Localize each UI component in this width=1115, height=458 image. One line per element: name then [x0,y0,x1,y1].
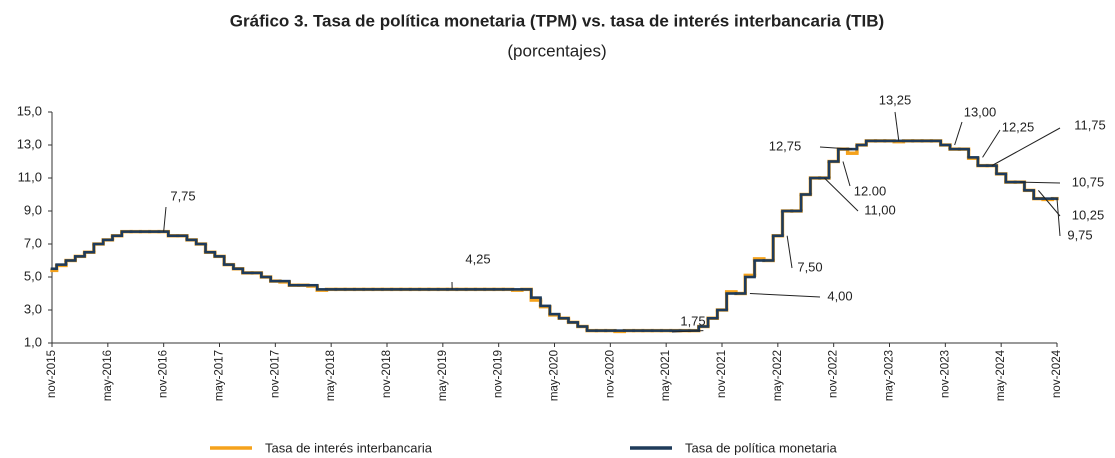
step-riser [55,140,1036,331]
x-tick-label: nov-2016 [158,350,170,398]
chart-title: Gráfico 3. Tasa de política monetaria (T… [230,11,884,30]
annotation: 13,00 [964,104,997,119]
annotation-leader [894,111,900,141]
y-tick-label: 3,0 [24,301,42,316]
annotation: 11,75 [1074,117,1106,132]
x-tick-label: nov-2022 [828,350,840,398]
annotation-leader [819,146,853,150]
annotation-leader [991,127,1061,167]
annotation: 7,50 [797,259,822,274]
y-tick-label: 15,0 [17,103,42,118]
chart-subtitle: (porcentajes) [507,41,606,60]
annotation: 7,75 [170,188,195,203]
x-tick-label: nov-2018 [381,350,393,398]
x-tick-label: nov-2017 [269,350,281,398]
annotation: 10,25 [1072,207,1105,222]
step-riser [54,140,1055,332]
annotation-leader [1019,181,1061,184]
annotation-leader [163,206,167,232]
annotation: 11,00 [864,202,896,217]
annotation: 4,00 [827,288,852,303]
x-tick-label: nov-2024 [1051,349,1063,398]
x-tick-label: may-2020 [549,350,561,401]
series [50,139,1059,334]
x-tick-label: nov-2023 [939,350,951,398]
y-tick-label: 1,0 [24,334,42,349]
annotation-leader [1056,198,1061,237]
annotation: 13,25 [879,92,912,107]
x-tick-label: nov-2021 [716,350,728,398]
annotation: 12,75 [769,138,802,153]
annotation-leader [749,293,821,298]
annotation-leader [786,235,793,269]
annotation: 4,25 [465,251,490,266]
y-tick-label: 13,0 [17,136,42,151]
series [50,139,1059,332]
annotation: 12,25 [1002,119,1035,134]
annotation: 10,75 [1072,174,1105,189]
annotation-leader [954,121,963,146]
x-tick-label: nov-2015 [46,350,58,398]
x-tick-label: may-2024 [995,349,1007,401]
x-tick-label: may-2019 [437,350,449,401]
y-tick-label: 11,0 [18,169,42,184]
legend-label: Tasa de política monetaria [685,440,838,455]
annotation: 9,75 [1067,227,1092,242]
y-tick-label: 5,0 [24,268,42,283]
annotation: 12.00 [854,183,887,198]
x-tick-label: nov-2019 [493,350,505,398]
x-tick-label: may-2016 [102,350,114,401]
x-tick-label: may-2017 [214,350,226,401]
y-tick-label: 7,0 [24,235,42,250]
y-tick-label: 9,0 [24,202,42,217]
x-tick-label: may-2018 [325,350,337,401]
x-tick-label: may-2021 [660,350,672,401]
x-tick-label: may-2022 [772,350,784,401]
annotation-leader [824,177,859,212]
annotation: 1,75 [680,313,705,328]
annotation-leader [1038,190,1061,217]
annotation-leader [671,330,704,333]
x-tick-label: nov-2020 [604,350,616,398]
legend-label: Tasa de interés interbancaria [265,440,433,455]
x-tick-label: may-2023 [884,350,896,401]
annotation-leader [982,129,1001,158]
annotation-leader [842,161,851,187]
